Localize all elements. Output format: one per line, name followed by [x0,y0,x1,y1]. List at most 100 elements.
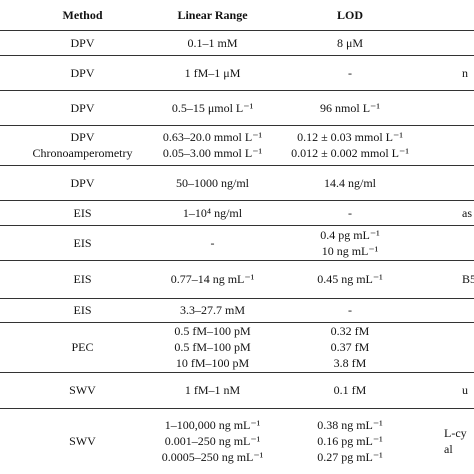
cell-text: - [348,205,352,220]
cell-text: DPV [70,100,95,115]
cell-text: 0.1 fM [333,383,367,397]
cell-text: 0.012 ± 0.002 mmol L⁻¹ [291,146,409,160]
cell: 0.38 ng mL⁻¹ 0.16 pg mL⁻¹ 0.27 pg mL⁻¹ [280,408,420,474]
cell-text: DPV [70,130,95,144]
cell-text: 0.77–14 ng mL⁻¹ [170,272,255,286]
rule [0,408,474,409]
cell-text: 10 ng mL⁻¹ [321,243,379,258]
cell-text: 0.16 pg mL⁻¹ [317,434,383,448]
cell-text: LOD [336,8,363,22]
cell: 14.4 ng/ml [280,165,420,200]
cell-text: as [462,205,472,220]
cell: 0.77–14 ng mL⁻¹ [145,260,280,298]
rule [0,165,474,166]
header-cell: LOD [280,0,420,30]
header-cell: Method [20,0,145,30]
cell: 1–10⁴ ng/ml [145,200,280,225]
cell-text: 10 fM–100 pM [175,356,250,370]
cell-text: Chronoamperometry [32,146,133,160]
rule [0,322,474,323]
rule [0,372,474,373]
cell-text: Method [62,8,103,22]
cell: 0.5–15 μmol L⁻¹ [145,90,280,125]
cell-text: 0.5 fM–100 pM [174,340,251,354]
cell: DPV [20,90,145,125]
cell: EIS [20,260,145,298]
cell-text: u [462,383,468,397]
cell-text: EIS [73,303,92,317]
cell: 1 fM–1 nM [145,372,280,408]
cell-text: DPV [70,175,95,190]
cell-text: Linear Range [177,8,248,22]
cell-text: 3.8 fM [333,356,367,370]
cell-text: 0.32 fM [330,324,370,338]
cell-text: EIS [73,235,92,250]
rule [0,298,474,299]
cell: - [280,200,420,225]
cell-text: SWV [69,434,96,448]
edge-fragment: n [462,55,468,90]
cell-text: n [462,65,468,80]
cell: 50–1000 ng/ml [145,165,280,200]
cell: DPV [20,55,145,90]
cell-text: 1 fM–1 nM [184,383,241,397]
cell: DPV [20,165,145,200]
cell-text: - [210,235,215,250]
rule [0,260,474,261]
cell: EIS [20,298,145,322]
rule [0,30,474,31]
cell-text: 0.001–250 ng mL⁻¹ [164,434,261,448]
cell: 0.32 fM 0.37 fM 3.8 fM [280,322,420,372]
cell-text: 0.45 ng mL⁻¹ [317,272,383,286]
cell-text: al [444,442,453,456]
cell-text: 8 μM [336,35,364,50]
cell-text: 0.5 fM–100 pM [174,324,251,338]
rule [0,225,474,226]
header-cell: Linear Range [145,0,280,30]
cell: 0.12 ± 0.03 mmol L⁻¹ 0.012 ± 0.002 mmol L… [280,125,420,165]
cell: DPV Chronoamperometry [20,125,145,165]
cell: EIS [20,225,145,260]
cell-text: 3.3–27.7 mM [179,303,245,317]
cell: 0.5 fM–100 pM 0.5 fM–100 pM 10 fM–100 pM [145,322,280,372]
cell-text: EIS [73,205,92,220]
cell-text: PEC [71,340,94,354]
cell-text: 1 fM–1 μM [184,65,241,80]
cell: 0.63–20.0 mmol L⁻¹ 0.05–3.00 mmol L⁻¹ [145,125,280,165]
cell-text: 1–100,000 ng mL⁻¹ [164,418,261,432]
cell: 0.4 pg mL⁻¹ 10 ng mL⁻¹ [280,225,420,260]
cell: 1–100,000 ng mL⁻¹ 0.001–250 ng mL⁻¹ 0.0005… [145,408,280,474]
cell: - [145,225,280,260]
cell-text: DPV [70,65,95,80]
cell: - [280,55,420,90]
edge-fragment: as [462,200,472,225]
cell: SWV [20,408,145,474]
rule [0,125,474,126]
rule [0,90,474,91]
cell-text: 0.63–20.0 mmol L⁻¹ [162,130,263,144]
cell: PEC [20,322,145,372]
cell: 96 nmol L⁻¹ [280,90,420,125]
cell: EIS [20,200,145,225]
cell-text: 0.37 fM [330,340,370,354]
cell-text: SWV [69,383,96,397]
cell: 0.45 ng mL⁻¹ [280,260,420,298]
cell-text: - [348,303,352,317]
cell-text: 0.38 ng mL⁻¹ [317,418,383,432]
edge-fragment: B5 [462,260,474,298]
edge-fragment: L-cy al [444,408,467,474]
cell: - [280,298,420,322]
cell: 0.1 fM [280,372,420,408]
cell: 1 fM–1 μM [145,55,280,90]
cell: 3.3–27.7 mM [145,298,280,322]
cell-text: 96 nmol L⁻¹ [320,100,380,115]
cell-text: 0.0005–250 ng mL⁻¹ [161,450,264,464]
cell-text: 0.1–1 mM [187,35,238,50]
cell: 8 μM [280,30,420,55]
cell-text: 14.4 ng/ml [323,175,376,190]
cell: 0.1–1 mM [145,30,280,55]
cell-text: L-cy [444,426,467,440]
cell-text: 0.5–15 μmol L⁻¹ [171,100,254,115]
cell-text: 0.27 pg mL⁻¹ [317,450,383,464]
